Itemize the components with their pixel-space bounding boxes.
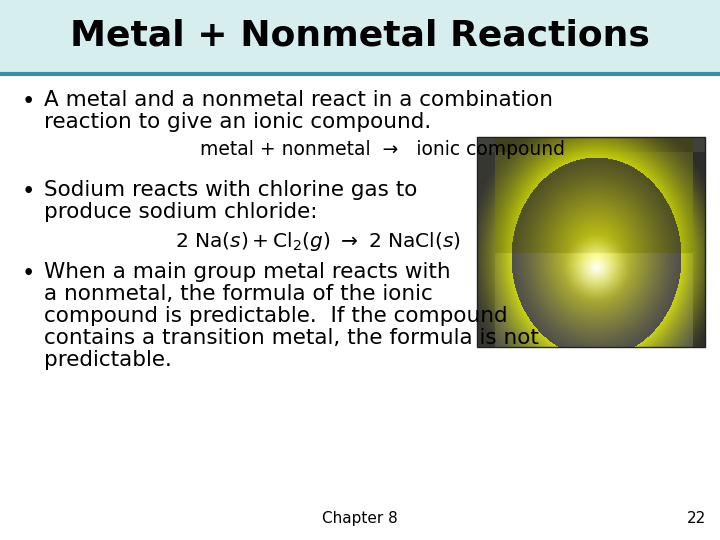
- Text: a nonmetal, the formula of the ionic: a nonmetal, the formula of the ionic: [44, 284, 433, 304]
- Text: metal + nonmetal  →   ionic compound: metal + nonmetal → ionic compound: [200, 140, 565, 159]
- Text: When a main group metal reacts with: When a main group metal reacts with: [44, 262, 451, 282]
- Text: 22: 22: [687, 511, 706, 526]
- Bar: [477, 137, 705, 347]
- Text: Metal + Nonmetal Reactions: Metal + Nonmetal Reactions: [70, 19, 650, 53]
- Text: compound is predictable.  If the compound: compound is predictable. If the compound: [44, 306, 508, 326]
- Bar: [0, 0, 720, 72]
- Text: $2\ \mathrm{Na}(s) + \mathrm{Cl_2}(g)\ \rightarrow\ 2\ \mathrm{NaCl}(s)$: $2\ \mathrm{Na}(s) + \mathrm{Cl_2}(g)\ \…: [175, 230, 461, 253]
- Text: predictable.: predictable.: [44, 350, 172, 370]
- Text: reaction to give an ionic compound.: reaction to give an ionic compound.: [44, 112, 431, 132]
- Text: •: •: [22, 90, 35, 113]
- Text: Sodium reacts with chlorine gas to: Sodium reacts with chlorine gas to: [44, 180, 418, 200]
- Text: Chapter 8: Chapter 8: [322, 511, 398, 526]
- Text: A metal and a nonmetal react in a combination: A metal and a nonmetal react in a combin…: [44, 90, 553, 110]
- Text: •: •: [22, 180, 35, 203]
- Text: contains a transition metal, the formula is not: contains a transition metal, the formula…: [44, 328, 539, 348]
- Text: produce sodium chloride:: produce sodium chloride:: [44, 202, 318, 222]
- Text: •: •: [22, 262, 35, 285]
